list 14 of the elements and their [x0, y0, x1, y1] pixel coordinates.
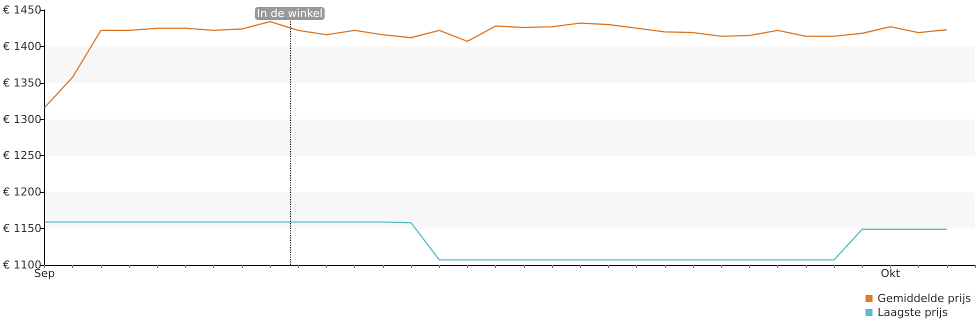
annotation: In de winkel — [256, 7, 323, 20]
y-tick-label: € 1400 — [2, 40, 42, 53]
y-tick-label: € 1250 — [2, 149, 42, 162]
y-tick-label: € 1300 — [2, 112, 42, 126]
y-tick-label: € 1350 — [2, 76, 42, 90]
y-tick-label: € 1450 — [2, 4, 42, 16]
line-series — [44, 21, 948, 108]
legend-label: Laagste prijs — [878, 306, 948, 319]
line-series — [44, 221, 948, 261]
legend-label: Gemiddelde prijs — [878, 292, 972, 305]
y-tick-label: € 1200 — [2, 186, 42, 199]
x-tick-label: Okt — [880, 267, 901, 280]
x-tick-label: Sep — [34, 267, 55, 280]
y-tick-label: € 1150 — [2, 222, 42, 236]
